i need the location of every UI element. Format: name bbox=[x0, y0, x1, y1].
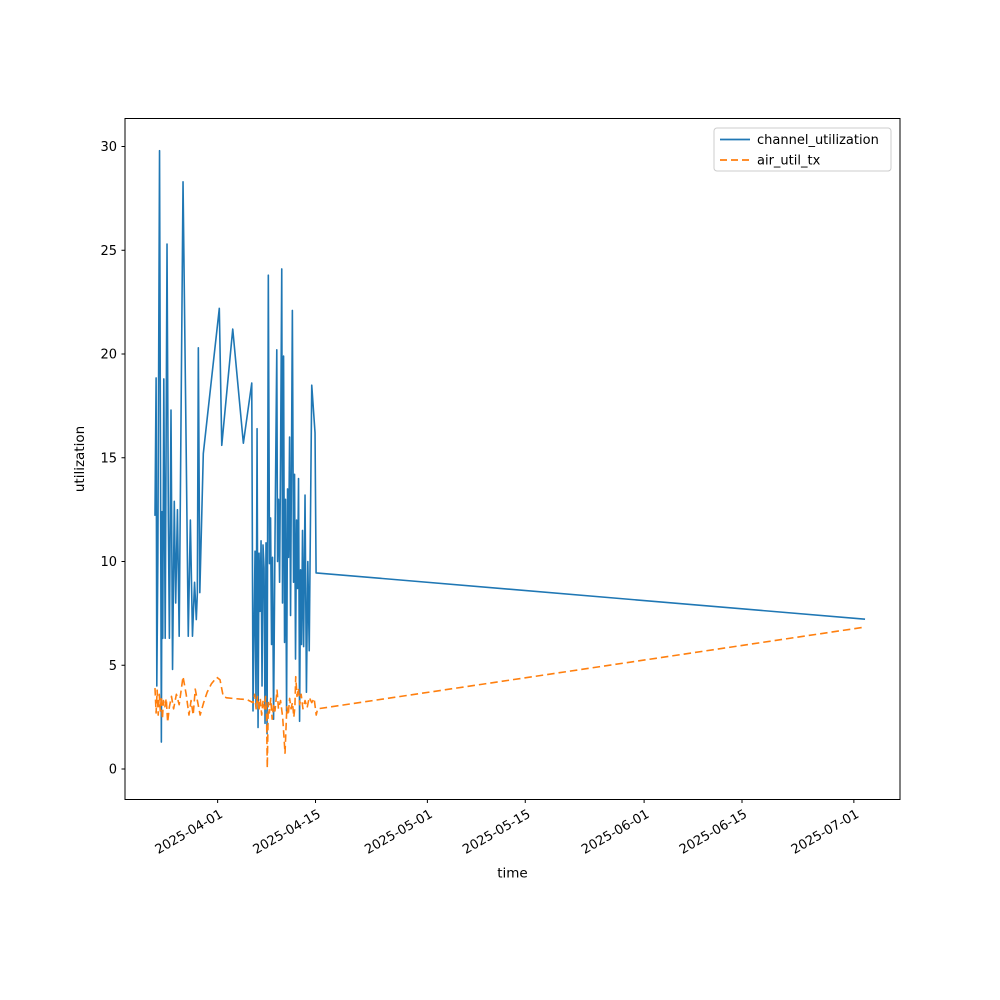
x-tick-label: 2025-06-15 bbox=[677, 807, 750, 858]
x-tick-label: 2025-04-15 bbox=[251, 807, 324, 858]
plot-area bbox=[124, 118, 901, 800]
x-tick-label: 2025-05-15 bbox=[460, 807, 533, 858]
series-line-channel_utilization bbox=[154, 149, 866, 743]
x-axis-label: time bbox=[497, 866, 528, 882]
x-tick-label: 2025-07-01 bbox=[789, 807, 862, 858]
x-tick-label: 2025-06-01 bbox=[579, 807, 652, 858]
legend-label-air-util-tx: air_util_tx bbox=[757, 154, 821, 169]
y-tick-label: 10 bbox=[100, 555, 117, 570]
y-axis-label: utilization bbox=[72, 426, 88, 492]
y-tick-label: 30 bbox=[100, 140, 117, 155]
y-tick-label: 15 bbox=[100, 451, 117, 466]
series-layer bbox=[154, 149, 866, 769]
legend: channel_utilization air_util_tx bbox=[713, 127, 892, 172]
legend-label-channel-utilization: channel_utilization bbox=[757, 133, 879, 148]
legend-box bbox=[713, 127, 892, 172]
x-tick-label: 2025-04-01 bbox=[153, 807, 226, 858]
ticks-layer: 0 5 10 15 20 25 30 2025-04-01 2025-04-15 2025-05-… bbox=[100, 140, 861, 858]
y-tick-label: 25 bbox=[100, 244, 117, 259]
x-tick-label: 2025-05-01 bbox=[362, 807, 435, 858]
series-line-air_util_tx bbox=[154, 626, 866, 769]
y-tick-label: 20 bbox=[100, 348, 117, 363]
y-tick-label: 5 bbox=[109, 659, 117, 674]
y-tick-label: 0 bbox=[109, 762, 117, 777]
